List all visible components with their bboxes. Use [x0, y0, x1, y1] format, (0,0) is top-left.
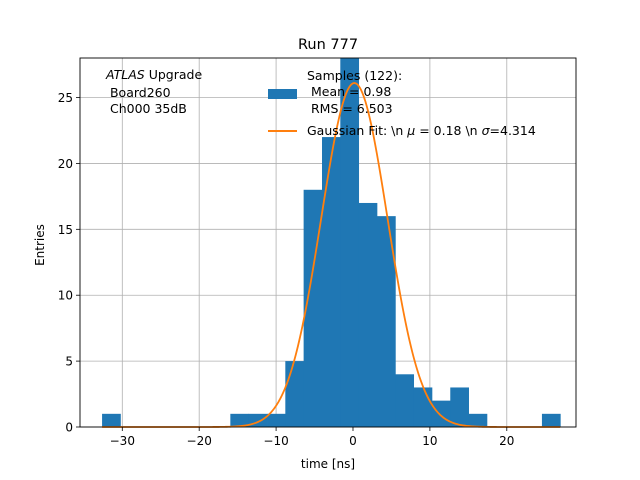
- histogram-bar-14: [358, 202, 378, 427]
- annotation-line-3: Ch000 35dB: [106, 101, 187, 116]
- histogram-bars: [102, 58, 561, 428]
- x-tick-label-1: −20: [187, 434, 212, 448]
- legend-samples-line-2: Mean = 0.98: [307, 84, 391, 99]
- histogram-bar-17: [413, 387, 433, 427]
- histogram-bar-19: [450, 387, 469, 427]
- legend-fit-sigma: σ: [482, 123, 491, 138]
- legend-fit-label: Gaussian Fit: \n μ = 0.18 \n σ=4.314: [307, 123, 536, 138]
- legend-samples-line-3: RMS = 6.503: [307, 101, 393, 116]
- x-tick-label-0: −30: [110, 434, 135, 448]
- histogram-bar-9: [267, 413, 286, 427]
- legend-fit-part-2: = 0.18 \n: [415, 123, 481, 138]
- histogram-bar-10: [285, 361, 305, 427]
- x-tick-label-5: 20: [499, 434, 514, 448]
- legend-samples-line-1: Samples (122):: [307, 68, 402, 83]
- legend-histogram-swatch: [268, 89, 297, 99]
- histogram-bar-7: [230, 413, 250, 427]
- legend-fit-part-1: Gaussian Fit: \n: [307, 123, 407, 138]
- y-tick-label-5: 25: [58, 91, 73, 105]
- y-tick-label-1: 5: [65, 355, 73, 369]
- y-tick-label-3: 15: [58, 223, 73, 237]
- histogram-bar-11: [303, 189, 323, 427]
- annotation-italic: ATLAS: [105, 67, 145, 82]
- y-tick-label-2: 10: [58, 289, 73, 303]
- annotation-line-1: ATLAS Upgrade: [105, 67, 202, 82]
- y-tick-label-4: 20: [58, 157, 73, 171]
- legend-fit-part-3: =4.314: [490, 123, 536, 138]
- histogram-bar-16: [395, 374, 415, 427]
- plot-frame: [79, 57, 577, 428]
- y-tick-label-0: 0: [65, 421, 73, 435]
- x-tick-label-4: 10: [422, 434, 437, 448]
- histogram-bar-18: [431, 400, 451, 427]
- histogram-bar-13: [340, 58, 360, 427]
- y-axis-ticks: 0 5 10 15 20 25: [58, 91, 80, 435]
- histogram-bar-12: [322, 137, 341, 428]
- atlas-annotation: ATLAS Upgrade Board260 Ch000 35dB: [105, 67, 202, 116]
- annotation-rest: Upgrade: [145, 67, 203, 82]
- annotation-line-2: Board260: [106, 85, 171, 100]
- y-axis-label: Entries: [33, 224, 47, 266]
- legend: Samples (122): Mean = 0.98 RMS = 6.503 G…: [268, 68, 536, 138]
- histogram-bar-24: [541, 413, 561, 427]
- histogram-bar-0: [102, 413, 121, 427]
- x-axis-ticks: −30 −20 −10 0 10 20: [110, 427, 514, 448]
- histogram-bar-15: [376, 216, 396, 427]
- x-tick-label-2: −10: [263, 434, 288, 448]
- legend-fit-mu: μ: [406, 123, 415, 138]
- x-tick-label-3: 0: [349, 434, 357, 448]
- chart-title: Run 777: [298, 37, 358, 53]
- histogram-bar-20: [468, 413, 488, 427]
- x-axis-label: time [ns]: [301, 457, 355, 471]
